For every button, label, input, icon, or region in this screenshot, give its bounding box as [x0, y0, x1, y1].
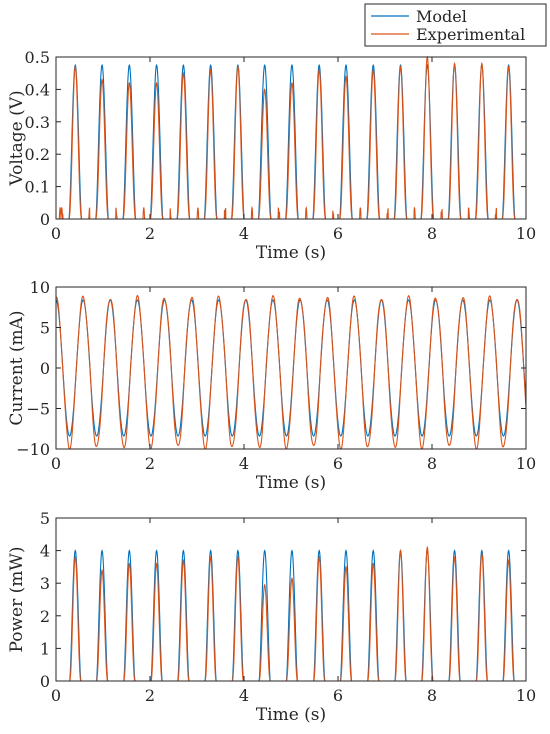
x-tick-label-voltage: 2 [145, 224, 155, 243]
y-axis-label-voltage: Voltage (V) [7, 90, 27, 186]
x-tick-label-power: 10 [516, 686, 536, 705]
x-tick-label-current: 10 [516, 454, 536, 473]
y-tick-label-voltage: 0.5 [25, 48, 50, 67]
x-axis-label-power: Time (s) [256, 705, 326, 725]
y-tick-label-current: 5 [40, 319, 50, 338]
y-tick-label-current: 0 [40, 359, 50, 378]
x-tick-label-current: 8 [427, 454, 437, 473]
x-tick-label-power: 0 [51, 686, 61, 705]
x-tick-label-voltage: 0 [51, 224, 61, 243]
y-tick-label-power: 2 [40, 607, 50, 626]
x-tick-label-power: 4 [239, 686, 249, 705]
plot-frame-voltage [55, 56, 527, 220]
x-tick-label-power: 2 [145, 686, 155, 705]
chart-power: 0 2 4 6 8 10 0 1 2 3 4 5 Time (s) Power (mW) [7, 509, 536, 725]
y-tick-label-current: −10 [16, 440, 50, 459]
legend-label-experimental: Experimental [416, 25, 525, 44]
y-tick-label-current: 10 [30, 278, 50, 297]
chart-voltage: 0 2 4 6 8 10 0 0.1 0.2 0.3 0.4 0.5 Time (s) Voltage (… [7, 48, 536, 263]
y-tick-label-power: 4 [40, 542, 50, 561]
legend: Model Experimental [364, 3, 547, 47]
x-tick-label-current: 4 [239, 454, 249, 473]
y-tick-label-voltage: 0 [40, 210, 50, 229]
y-tick-label-voltage: 0.3 [25, 113, 50, 132]
y-tick-label-voltage: 0.2 [25, 145, 50, 164]
y-tick-label-power: 0 [40, 672, 50, 691]
x-tick-label-current: 0 [51, 454, 61, 473]
legend-box [364, 3, 547, 47]
plot-frame-power [55, 517, 527, 682]
legend-label-model: Model [416, 7, 467, 26]
y-tick-label-current: −5 [26, 400, 50, 419]
x-tick-label-current: 6 [333, 454, 343, 473]
series-line-experimental-current [55, 295, 527, 450]
y-tick-label-power: 1 [40, 639, 50, 658]
y-tick-label-voltage: 0.1 [25, 178, 50, 197]
x-axis-label-voltage: Time (s) [256, 243, 326, 263]
x-tick-label-voltage: 4 [239, 224, 249, 243]
y-tick-label-power: 5 [40, 509, 50, 528]
x-tick-label-voltage: 8 [427, 224, 437, 243]
y-tick-label-voltage: 0.4 [25, 80, 50, 99]
x-tick-label-voltage: 6 [333, 224, 343, 243]
y-axis-label-current: Current (mA) [7, 310, 27, 425]
x-tick-label-voltage: 10 [516, 224, 536, 243]
chart-current: 0 2 4 6 8 10 −10 −5 0 5 10 Time (s) Current (mA) [7, 278, 536, 493]
x-axis-label-current: Time (s) [256, 473, 326, 493]
y-axis-label-power: Power (mW) [7, 547, 27, 653]
x-tick-label-power: 8 [427, 686, 437, 705]
y-tick-label-power: 3 [40, 574, 50, 593]
x-tick-label-power: 6 [333, 686, 343, 705]
x-tick-label-current: 2 [145, 454, 155, 473]
